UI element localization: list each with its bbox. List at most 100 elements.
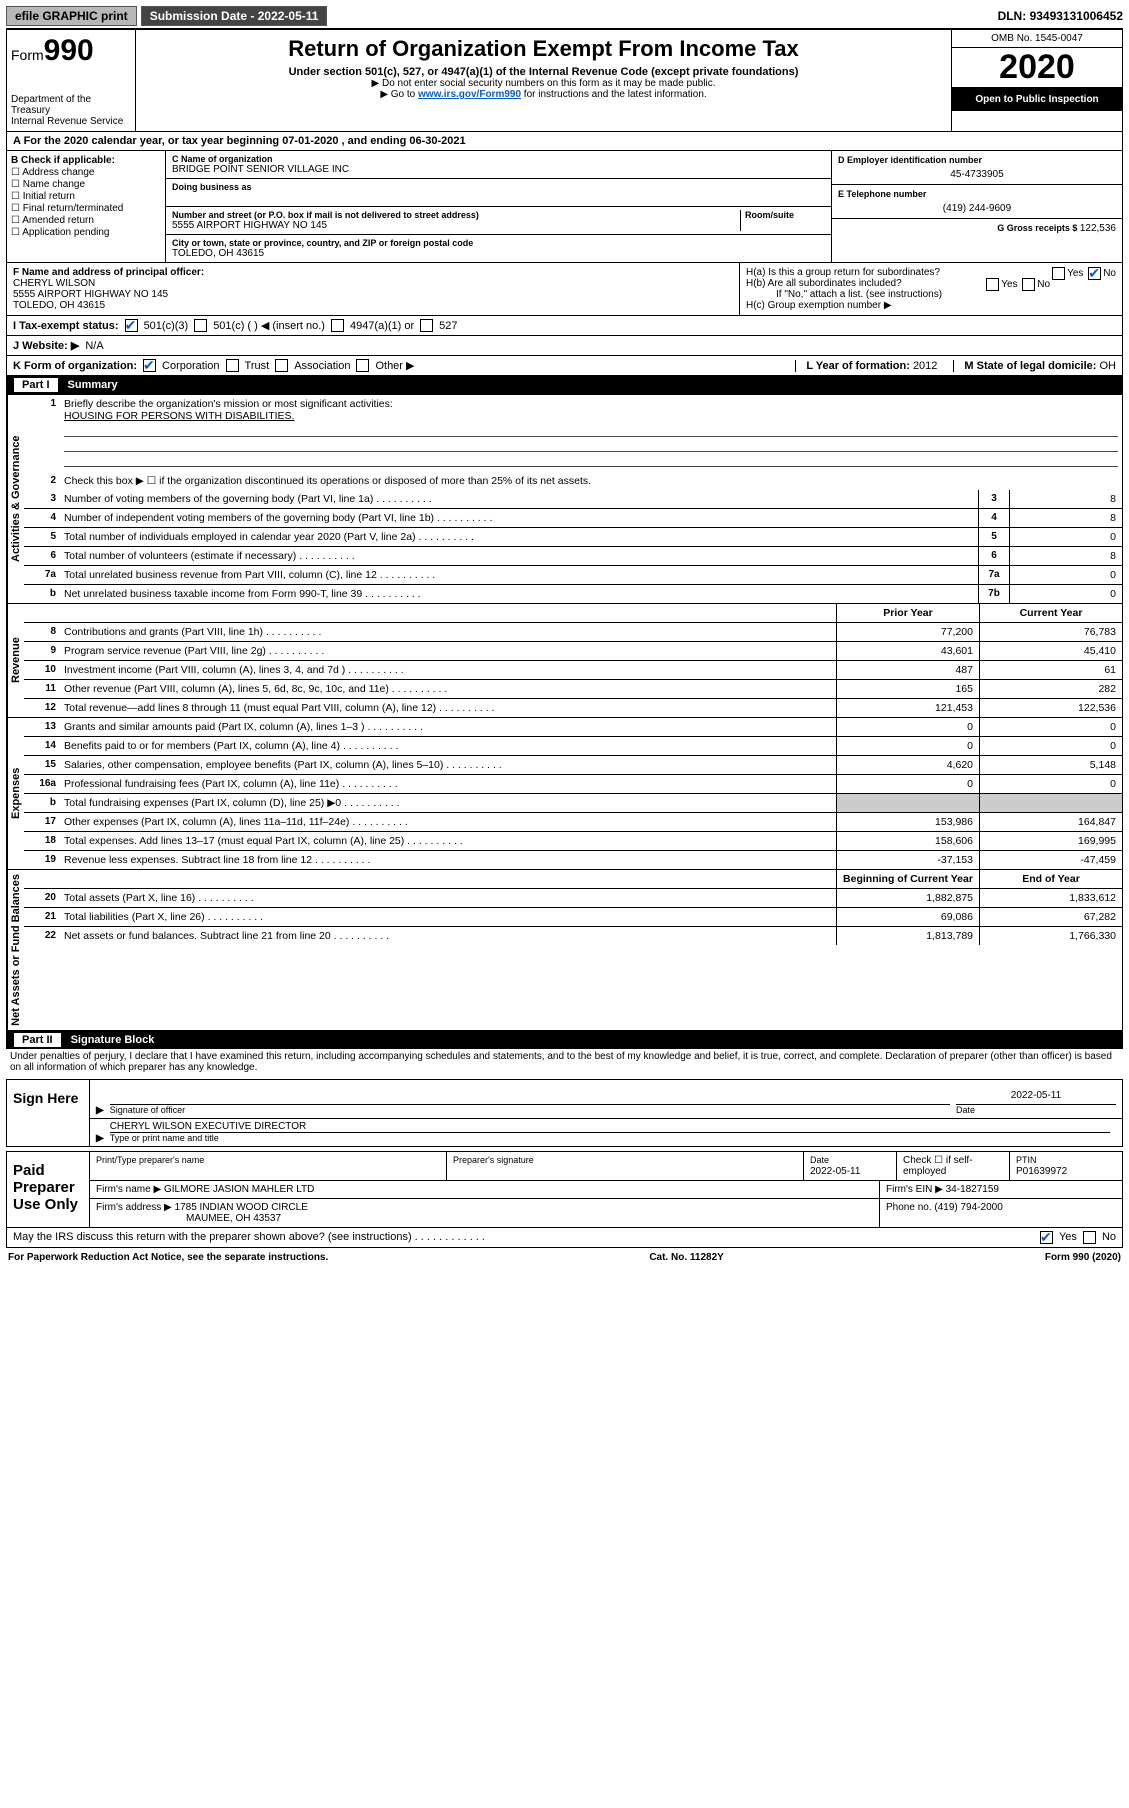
sig-date-value: 2022-05-11 [956, 1090, 1116, 1105]
hb-yes[interactable] [986, 278, 999, 291]
submission-date-button[interactable]: Submission Date - 2022-05-11 [141, 6, 328, 26]
form-label: Form [11, 47, 44, 63]
phone-value: (419) 244-9609 [838, 203, 1116, 214]
street-value: 5555 AIRPORT HIGHWAY NO 145 [172, 220, 740, 231]
header-mid: Return of Organization Exempt From Incom… [136, 30, 951, 131]
summary-net: Net Assets or Fund Balances Beginning of… [6, 870, 1123, 1031]
chk-assoc[interactable] [275, 359, 288, 372]
irs-yes[interactable] [1040, 1231, 1053, 1244]
self-emp-check[interactable]: Check ☐ if self-employed [897, 1152, 1010, 1180]
officer-label: F Name and address of principal officer: [13, 267, 733, 278]
website-label: J Website: ▶ [13, 339, 79, 352]
period-row: A For the 2020 calendar year, or tax yea… [6, 132, 1123, 151]
header-right: OMB No. 1545-0047 2020 Open to Public In… [951, 30, 1122, 131]
sign-here-block: Sign Here ▶ Signature of officer 2022-05… [6, 1079, 1123, 1147]
chk-address[interactable]: ☐ Address change [11, 167, 161, 178]
hc-label: H(c) Group exemption number ▶ [746, 300, 1116, 311]
col-beg: Beginning of Current Year [836, 870, 979, 888]
officer-printed: CHERYL WILSON EXECUTIVE DIRECTOR [110, 1121, 1110, 1133]
header-left: Form990 Department of the Treasury Inter… [7, 30, 136, 131]
chk-501c3[interactable] [125, 319, 138, 332]
omb-number: OMB No. 1545-0047 [952, 30, 1122, 48]
subdate-value: 2022-05-11 [258, 9, 319, 23]
chk-501c[interactable] [194, 319, 207, 332]
ha-yes[interactable] [1052, 267, 1065, 280]
firm-phone: (419) 794-2000 [934, 1202, 1002, 1213]
open-public: Open to Public Inspection [952, 88, 1122, 111]
vlabel-net: Net Assets or Fund Balances [7, 870, 24, 1030]
irs-no[interactable] [1083, 1231, 1096, 1244]
summary-expenses: Expenses 13Grants and similar amounts pa… [6, 718, 1123, 870]
officer-addr1: 5555 AIRPORT HIGHWAY NO 145 [13, 289, 733, 300]
form990-link[interactable]: www.irs.gov/Form990 [418, 89, 521, 100]
firm-name: GILMORE JASION MAHLER LTD [164, 1184, 314, 1195]
paid-preparer-block: Paid Preparer Use Only Print/Type prepar… [6, 1151, 1123, 1228]
note-link: ▶ Go to www.irs.gov/Form990 for instruct… [144, 89, 943, 100]
summary-governance: Activities & Governance 1 Briefly descri… [6, 394, 1123, 604]
chk-trust[interactable] [226, 359, 239, 372]
chk-final[interactable]: ☐ Final return/terminated [11, 203, 161, 214]
hb-note: If "No," attach a list. (see instruction… [746, 289, 1116, 300]
chk-pending[interactable]: ☐ Application pending [11, 227, 161, 238]
chk-name[interactable]: ☐ Name change [11, 179, 161, 190]
col-end: End of Year [979, 870, 1122, 888]
irs-discuss-text: May the IRS discuss this return with the… [13, 1231, 1034, 1243]
state-domicile: OH [1100, 360, 1117, 372]
firm-city: MAUMEE, OH 43537 [96, 1213, 281, 1224]
form-header: Form990 Department of the Treasury Inter… [6, 29, 1123, 132]
chk-527[interactable] [420, 319, 433, 332]
gross-value: 122,536 [1080, 223, 1116, 234]
fh-block: F Name and address of principal officer:… [6, 263, 1123, 316]
room-label: Room/suite [745, 210, 825, 220]
vlabel-exp: Expenses [7, 718, 24, 869]
prep-name-label: Print/Type preparer's name [96, 1155, 204, 1165]
form-number: 990 [44, 34, 94, 67]
box-h: H(a) Is this a group return for subordin… [740, 263, 1122, 315]
part1-name: Summary [68, 379, 118, 391]
part1-title: Part I [14, 378, 58, 392]
form-title: Return of Organization Exempt From Incom… [144, 36, 943, 62]
org-name: BRIDGE POINT SENIOR VILLAGE INC [172, 164, 825, 175]
sig-date-label: Date [956, 1105, 975, 1115]
chk-4947[interactable] [331, 319, 344, 332]
street-label: Number and street (or P.O. box if mail i… [172, 210, 740, 220]
chk-initial[interactable]: ☐ Initial return [11, 191, 161, 202]
ha-no[interactable] [1088, 267, 1101, 280]
ein-value: 45-4733905 [838, 169, 1116, 180]
ein-label: D Employer identification number [838, 155, 1116, 165]
arrow-icon: ▶ [96, 1133, 104, 1144]
box-f: F Name and address of principal officer:… [7, 263, 740, 315]
chk-amended[interactable]: ☐ Amended return [11, 215, 161, 226]
efile-button[interactable]: efile GRAPHIC print [6, 6, 137, 26]
chk-other[interactable] [356, 359, 369, 372]
part1-header: Part I Summary [6, 376, 1123, 394]
q2-text: Check this box ▶ ☐ if the organization d… [60, 472, 1122, 490]
firm-ein: 34-1827159 [946, 1184, 999, 1195]
ha-label: H(a) Is this a group return for subordin… [746, 267, 940, 278]
subdate-label: Submission Date - [150, 9, 258, 23]
box-c: C Name of organization BRIDGE POINT SENI… [166, 151, 831, 262]
page-footer: For Paperwork Reduction Act Notice, see … [6, 1248, 1123, 1267]
year-formation: 2012 [913, 360, 937, 372]
tax-exempt-label: I Tax-exempt status: [13, 320, 119, 332]
footer-left: For Paperwork Reduction Act Notice, see … [8, 1252, 328, 1263]
ptin: P01639972 [1016, 1166, 1067, 1177]
dba-label: Doing business as [172, 182, 825, 192]
summary-revenue: Revenue Prior YearCurrent Year 8Contribu… [6, 604, 1123, 718]
vlabel-gov: Activities & Governance [7, 395, 24, 603]
box-klm: K Form of organization: Corporation Trus… [6, 356, 1123, 376]
hb-no[interactable] [1022, 278, 1035, 291]
type-print-label: Type or print name and title [110, 1133, 219, 1143]
box-b: B Check if applicable: ☐ Address change … [7, 151, 166, 262]
tax-year: 2020 [952, 48, 1122, 88]
chk-corp[interactable] [143, 359, 156, 372]
hb-label: H(b) Are all subordinates included? [746, 278, 902, 289]
vlabel-rev: Revenue [7, 604, 24, 717]
part2-name: Signature Block [71, 1034, 155, 1046]
officer-name: CHERYL WILSON [13, 278, 733, 289]
box-i: I Tax-exempt status: 501(c)(3) 501(c) ( … [6, 316, 1123, 336]
city-label: City or town, state or province, country… [172, 238, 825, 248]
q1-text: Briefly describe the organization's miss… [64, 398, 393, 410]
form-subtitle: Under section 501(c), 527, or 4947(a)(1)… [144, 66, 943, 78]
box-deg: D Employer identification number 45-4733… [831, 151, 1122, 262]
